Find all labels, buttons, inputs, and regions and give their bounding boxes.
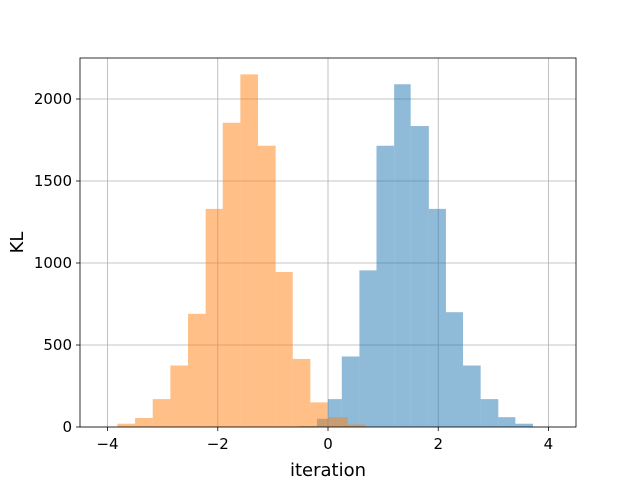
y-tick-label: 2000 [34,90,72,108]
histogram-bar-series-2 [205,208,223,427]
y-tick-label: 1000 [34,254,72,272]
histogram-bars [117,74,534,428]
histogram-bar-series-2 [275,272,293,427]
x-axis-label: iteration [290,460,366,480]
histogram-bar-series-2 [240,74,259,428]
histogram-bar-series-2 [170,365,189,427]
histogram-bar-series-1 [515,423,534,427]
x-tick-label: 0 [323,435,333,453]
histogram-bar-series-2 [152,399,171,427]
histogram-bar-series-2 [292,358,311,427]
histogram-bar-series-2 [222,122,241,427]
histogram-bar-series-2 [347,424,366,427]
y-tick-label: 1500 [34,172,72,190]
histogram-bar-series-2 [135,417,153,427]
histogram-bar-series-1 [376,145,395,428]
histogram-bar-series-1 [394,84,411,428]
histogram-bar-series-1 [341,356,360,427]
histogram-bar-series-2 [310,402,328,427]
y-tick-label: 0 [62,418,72,436]
histogram-bar-series-1 [410,126,429,427]
histogram-bar-series-2 [328,417,348,427]
histogram-bar-series-2 [188,313,206,427]
x-tick-label: 2 [433,435,443,453]
y-tick-label: 500 [43,336,72,354]
x-tick-label: 4 [544,435,554,453]
histogram-bar-series-1 [359,270,377,427]
histogram-bar-series-1 [463,365,481,427]
histogram-bar-series-2 [258,145,276,428]
histogram-bar-series-1 [445,312,464,427]
y-axis-label: KL [7,232,28,254]
histogram-bar-series-1 [498,417,516,427]
axis-ticks: −4 −2 0 2 4 0 500 1000 1500 2000 [34,90,553,453]
histogram-bar-series-1 [480,399,499,427]
x-tick-label: −4 [96,435,118,453]
histogram-bar-series-2 [117,423,136,427]
histogram-bar-series-1 [428,208,446,427]
x-tick-label: −2 [207,435,229,453]
